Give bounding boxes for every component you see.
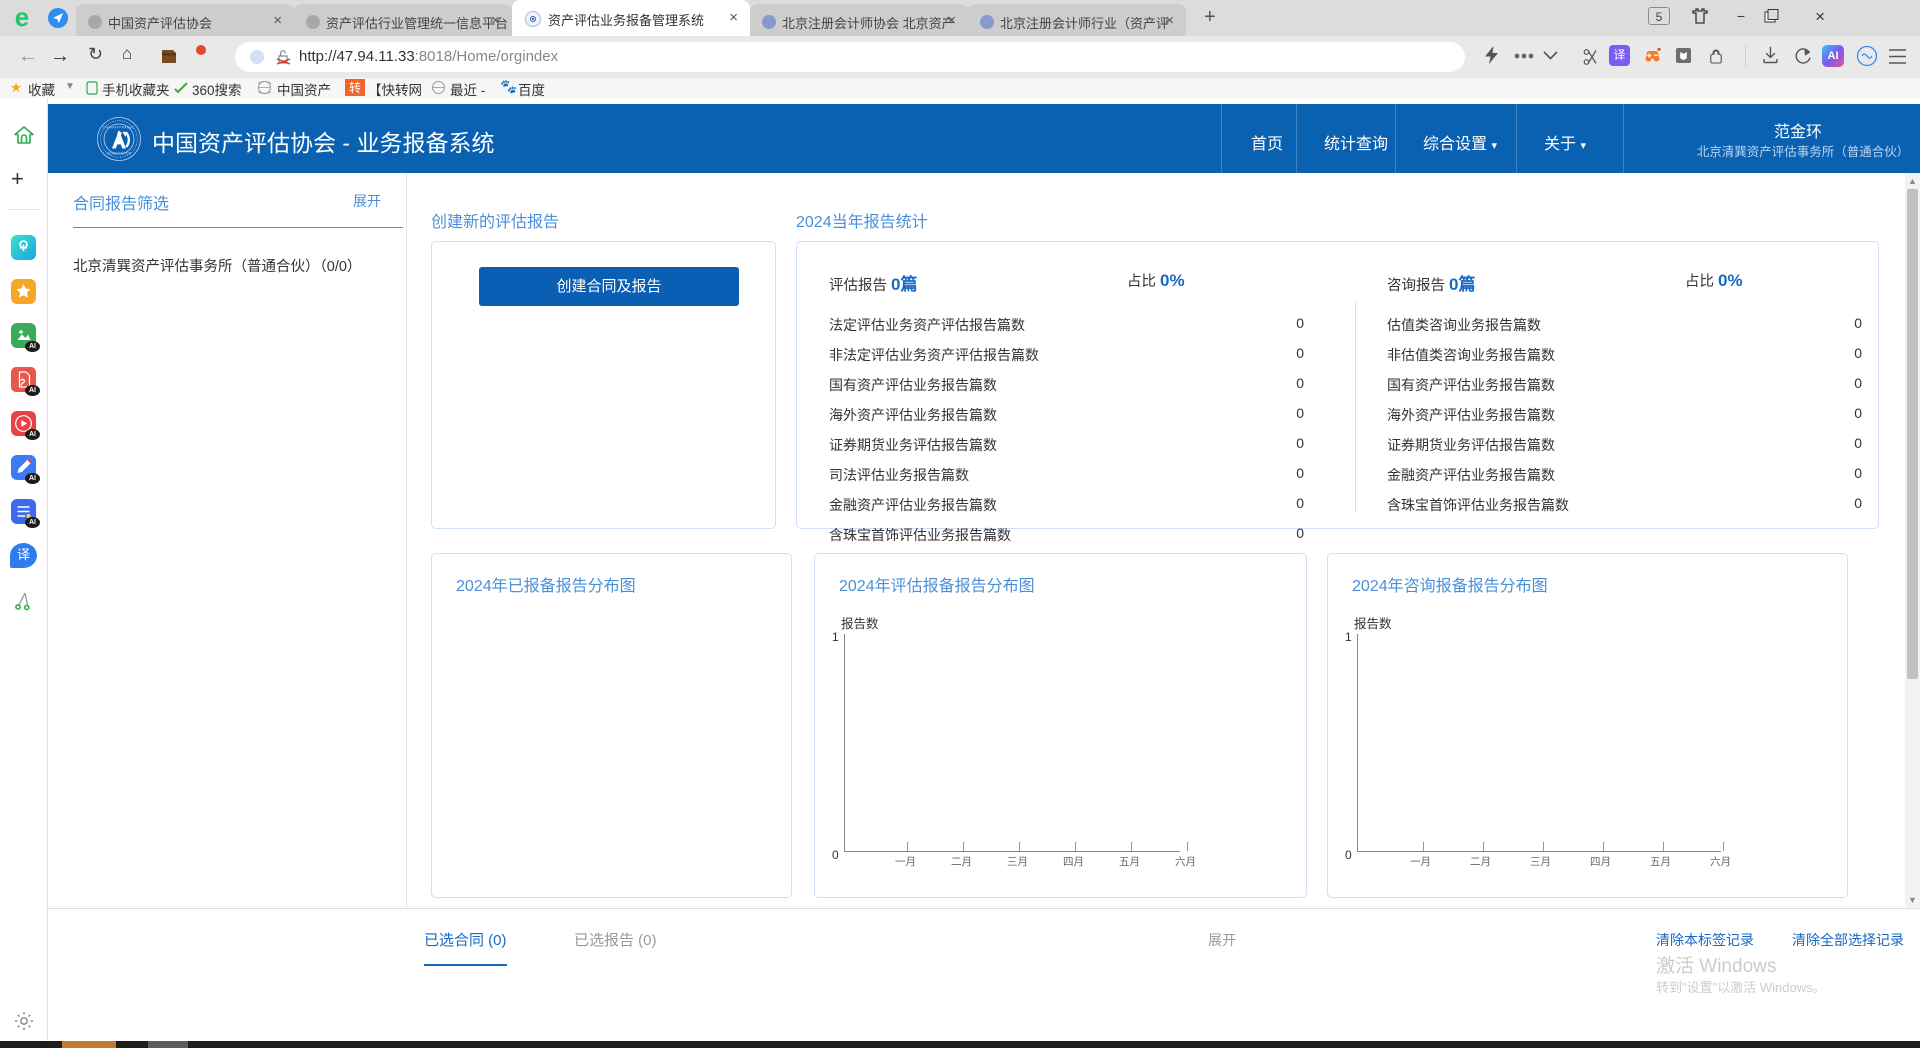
svg-text:e: e <box>15 3 29 32</box>
svg-text:ASSOCIATION: ASSOCIATION <box>107 151 132 155</box>
svg-text:CHINAAPPRAISAL: CHINAAPPRAISAL <box>103 125 135 129</box>
